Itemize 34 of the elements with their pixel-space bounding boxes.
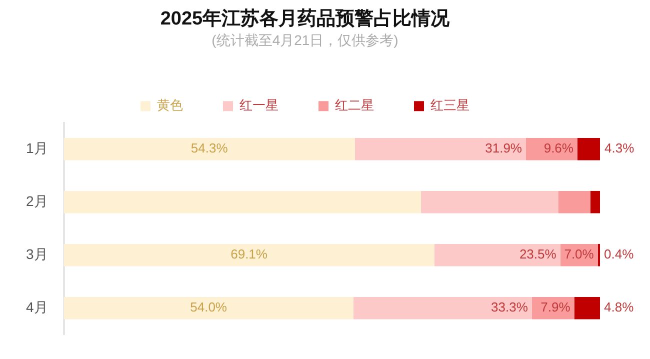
data-label: 9.6% — [544, 140, 574, 156]
y-tick-label: 3月 — [26, 246, 48, 262]
data-label: 0.4% — [604, 246, 634, 262]
bar — [353, 296, 532, 320]
y-tick-label: 4月 — [26, 298, 48, 315]
data-label: 7.0% — [564, 246, 594, 262]
data-label: 33.3% — [491, 300, 528, 315]
bar — [574, 296, 600, 320]
data-label: 4.3% — [604, 140, 635, 156]
data-label: 23.5% — [519, 246, 557, 262]
y-tick-label: 1月 — [26, 140, 48, 156]
data-label: 54.0% — [190, 300, 228, 315]
bar — [354, 138, 526, 160]
data-label: 4.8% — [604, 300, 634, 315]
legend-label: 红一星 — [240, 98, 278, 113]
legend-label: 红三星 — [430, 98, 470, 113]
data-label: 69.1% — [230, 246, 268, 262]
bar — [420, 190, 558, 214]
bar — [590, 190, 600, 214]
chart-title: 2025年江苏各月药品预警占比情况 — [160, 8, 451, 30]
bar — [64, 244, 434, 266]
y-tick-label: 2月 — [26, 192, 48, 209]
data-label: 7.9% — [540, 300, 571, 315]
bar — [64, 138, 355, 160]
data-label: 31.9% — [485, 140, 522, 156]
chart-subtitle: (统计截至4月21日，仅供参考) — [212, 32, 398, 48]
legend-label: 黄色 — [157, 98, 183, 113]
data-label: 54.3% — [190, 140, 228, 156]
bar — [64, 296, 354, 320]
legend-label: 红二星 — [335, 98, 374, 113]
bar — [64, 190, 421, 214]
bar — [558, 190, 590, 214]
bar — [434, 244, 560, 266]
bar — [577, 138, 600, 160]
